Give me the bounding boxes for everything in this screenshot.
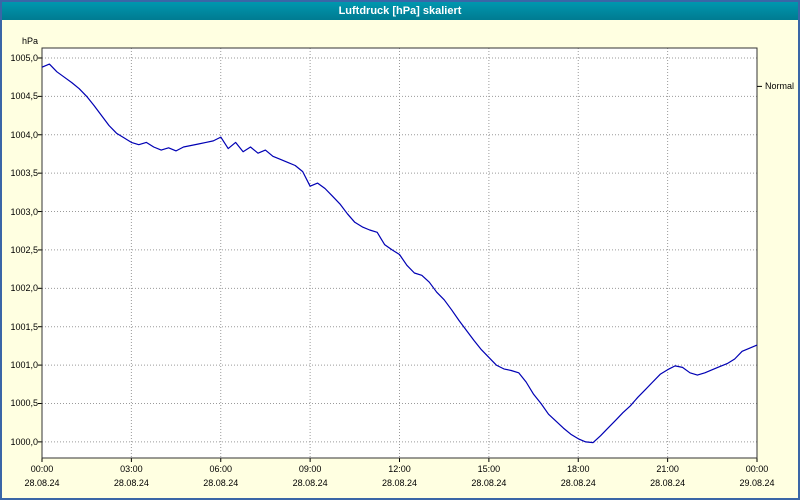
window-title: Luftdruck [hPa] skaliert	[338, 5, 462, 17]
pressure-chart-plot	[38, 47, 762, 462]
pressure-line	[41, 63, 758, 444]
title-bar[interactable]: Luftdruck [hPa] skaliert	[2, 2, 798, 20]
chart-region: hPa Normal 1005,0 1004,5 1004,0 1003,5 1003,…	[2, 20, 798, 498]
